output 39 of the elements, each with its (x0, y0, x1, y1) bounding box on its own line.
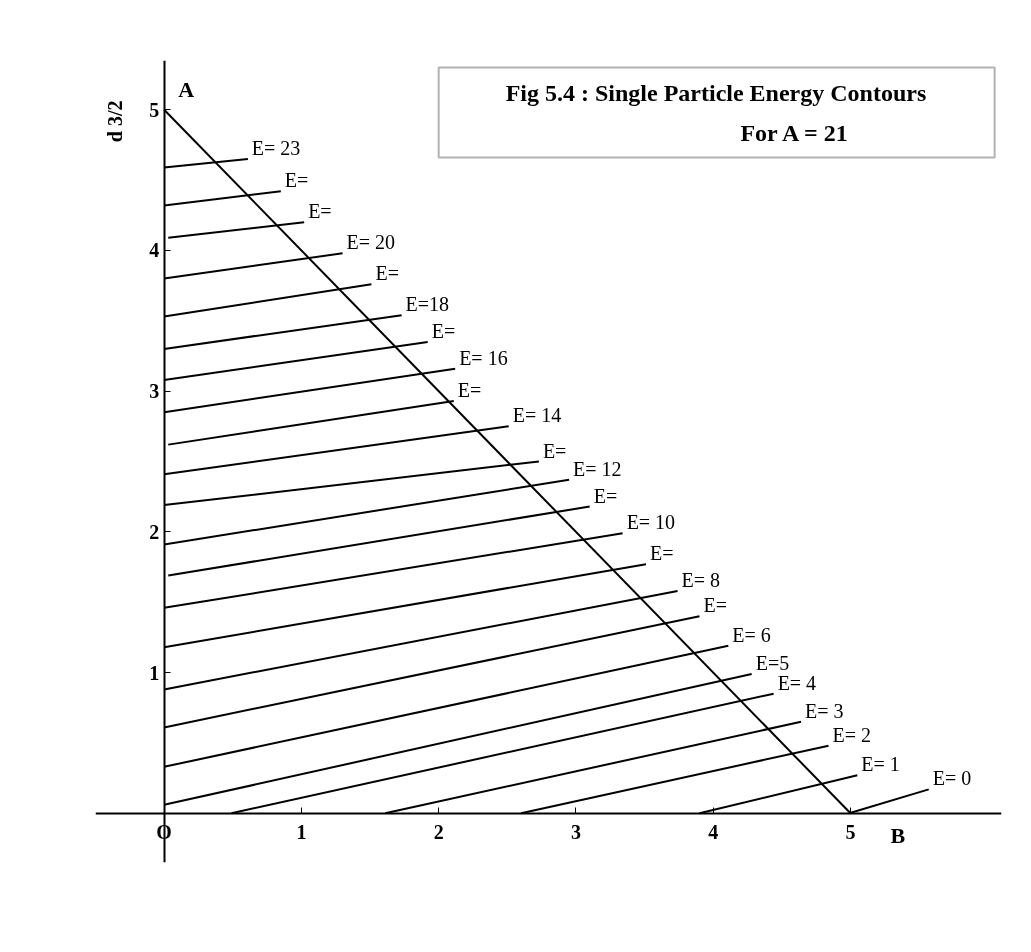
series-label: E= 3 (805, 699, 844, 722)
series-label: E= (649, 542, 674, 565)
series-label: E=5 (755, 651, 790, 674)
y-tick-label: 3 (149, 380, 160, 403)
annotation: B (890, 823, 906, 849)
series-label: E= (284, 169, 309, 192)
series-label: E= 14 (512, 404, 562, 427)
y-tick-label: 2 (149, 520, 160, 543)
series-label: E= (703, 594, 727, 617)
x-tick-label: 1 (296, 821, 307, 844)
series-label: E= 4 (777, 671, 817, 694)
y-tick-label: 5 (149, 98, 160, 121)
series-label: E= 2 (832, 723, 872, 746)
series-label: E= (542, 439, 567, 462)
x-tick-label: 3 (570, 821, 581, 844)
series-label: E= 0 (932, 767, 972, 790)
x-tick-label: 4 (708, 821, 719, 844)
series-label: E=18 (405, 293, 450, 316)
x-tick-label: 2 (433, 821, 444, 844)
x-tick-label: 5 (845, 821, 856, 844)
series-label: E= 6 (732, 623, 771, 646)
series-label: E= (431, 319, 456, 342)
series-label: E= (593, 484, 618, 507)
text: Fig 5.4 : Single Particle Energy Contours (505, 79, 927, 106)
series-label: E= (308, 200, 332, 223)
y-tick-label: 4 (149, 239, 160, 262)
series-label: E= 23 (251, 136, 301, 159)
series-label: E= (375, 262, 399, 285)
series-label: E= 10 (626, 511, 676, 534)
series-label: E= 8 (681, 568, 721, 591)
series-label: E= 1 (861, 753, 900, 776)
y-axis-title: d 3/2 (103, 100, 126, 143)
series-label: E= 20 (346, 231, 396, 254)
text: For A = 21 (740, 120, 848, 147)
series-label: E= (457, 379, 482, 401)
annotation: A (178, 76, 195, 102)
y-tick-label: 1 (149, 661, 160, 684)
series-label: E= 16 (459, 346, 508, 369)
series-label: E= 12 (573, 457, 622, 480)
